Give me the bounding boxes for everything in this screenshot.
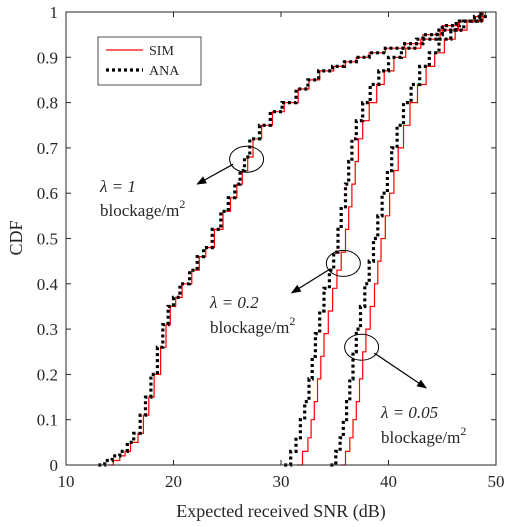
x-tick-label: 40 (380, 472, 397, 491)
legend-label-ana: ANA (149, 64, 180, 79)
annotation-unit-1: blockage/m2 (100, 197, 185, 220)
annotation-arrow (290, 268, 331, 294)
y-tick-label: 0.3 (37, 320, 58, 339)
series-ana-1 (98, 12, 487, 467)
y-tick-label: 0.5 (37, 230, 58, 249)
annotation-ellipse (344, 333, 380, 361)
series-ana-3 (330, 12, 483, 467)
x-tick-label: 20 (165, 472, 182, 491)
annotation-unit-3: blockage/m2 (381, 424, 466, 447)
y-tick-label: 0.9 (37, 48, 58, 67)
annotation-lambda-1: λ = 1 blockage/m2 (99, 145, 265, 220)
annotation-label-1: λ = 1 (99, 177, 136, 196)
x-axis-ticks: 10 20 30 40 50 (58, 12, 505, 491)
x-tick-label: 10 (58, 472, 75, 491)
annotation-lambda-0.05: λ = 0.05 blockage/m2 (344, 333, 466, 447)
y-tick-label: 0.8 (37, 94, 58, 113)
x-axis-label: Expected received SNR (dB) (176, 501, 385, 522)
series-ana-2 (284, 12, 482, 467)
y-tick-label: 0.4 (37, 275, 59, 294)
annotation-unit-2: blockage/m2 (210, 314, 295, 337)
curves (98, 12, 487, 467)
y-tick-label: 0.6 (37, 184, 58, 203)
series-sim-2 (297, 12, 481, 466)
annotation-arrow (373, 352, 427, 389)
y-tick-label: 1 (50, 3, 59, 22)
annotation-ellipse (229, 145, 265, 173)
annotation-lambda-0.2: λ = 0.2 blockage/m2 (209, 249, 361, 337)
y-tick-label: 0.1 (37, 411, 58, 430)
plot-area (66, 12, 496, 465)
y-axis-label: CDF (6, 220, 26, 255)
y-tick-label: 0.2 (37, 365, 58, 384)
y-axis-ticks: 0 0.1 0.2 0.3 0.4 0.5 0.6 0.7 0.8 0.9 1 (37, 3, 496, 475)
annotation-label-3: λ = 0.05 (380, 403, 438, 422)
x-tick-label: 50 (488, 472, 505, 491)
y-tick-label: 0.7 (37, 139, 59, 158)
annotation-label-2: λ = 0.2 (209, 293, 259, 312)
x-tick-label: 30 (273, 472, 290, 491)
annotation-arrow (196, 163, 234, 185)
legend: SIM ANA (97, 36, 202, 86)
legend-box (97, 36, 202, 86)
annotation-ellipse (325, 249, 361, 277)
legend-label-sim: SIM (149, 44, 174, 59)
series-sim-1 (109, 12, 486, 466)
annotations: λ = 1 blockage/m2 λ = 0.2 blockage/m2 λ … (99, 145, 466, 447)
y-tick-label: 0 (50, 456, 59, 475)
